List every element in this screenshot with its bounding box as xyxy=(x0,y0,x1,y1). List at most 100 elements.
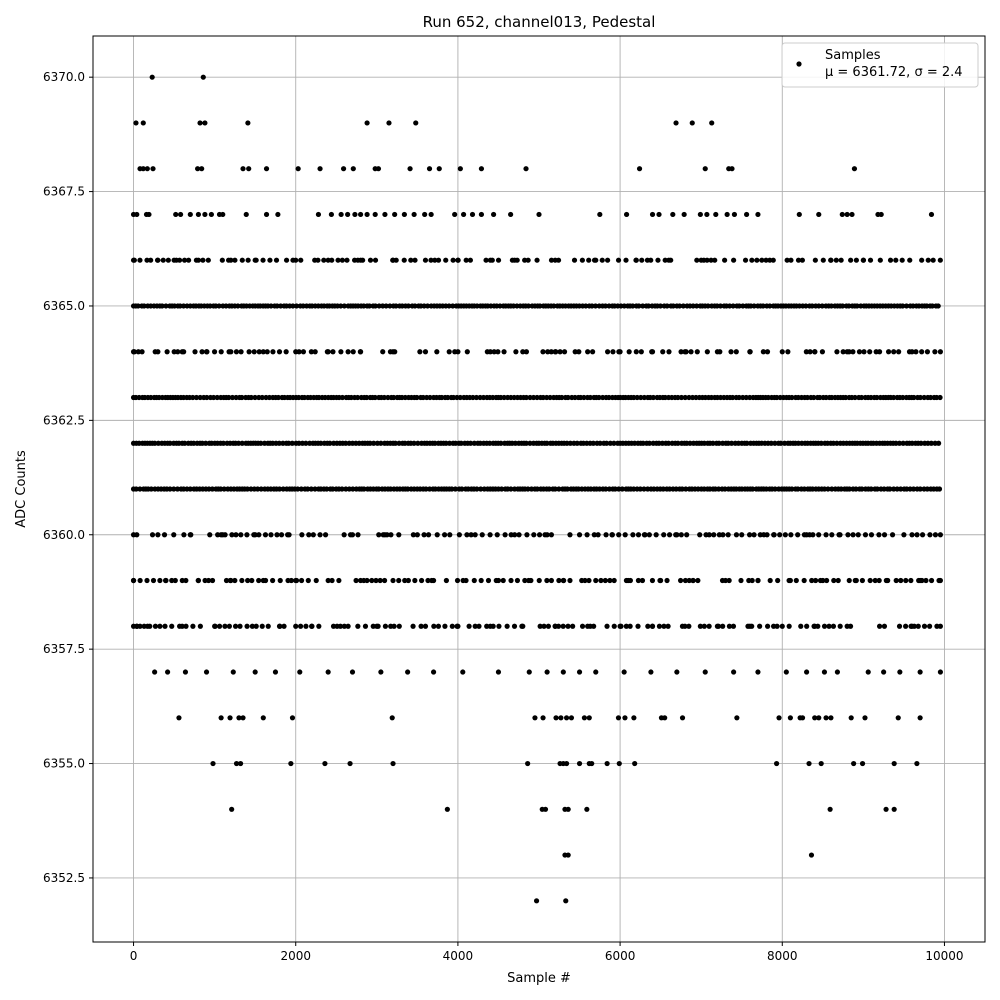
data-point xyxy=(777,532,783,538)
data-point xyxy=(764,349,771,355)
data-point xyxy=(169,623,175,629)
data-point xyxy=(754,257,760,263)
data-point xyxy=(274,532,280,538)
data-point xyxy=(622,532,628,538)
data-point xyxy=(286,440,292,446)
data-point xyxy=(786,623,792,629)
data-point xyxy=(850,532,856,538)
data-point xyxy=(706,623,712,629)
data-point xyxy=(297,669,303,675)
data-point xyxy=(585,349,591,355)
data-point xyxy=(273,257,280,263)
data-point xyxy=(375,623,381,629)
data-point xyxy=(604,760,610,767)
data-point xyxy=(373,577,379,584)
data-point xyxy=(834,349,840,355)
data-point xyxy=(835,577,841,584)
data-point xyxy=(364,394,370,401)
data-point xyxy=(134,623,140,629)
data-point xyxy=(130,577,137,584)
data-point xyxy=(298,486,304,492)
data-point xyxy=(268,532,274,538)
data-point xyxy=(593,669,599,675)
data-point xyxy=(508,211,514,218)
data-point xyxy=(339,257,345,263)
y-tick-label: 6352.5 xyxy=(43,871,85,885)
data-point xyxy=(646,532,652,538)
data-point xyxy=(934,623,940,629)
data-point xyxy=(160,257,166,263)
data-point xyxy=(303,440,309,446)
data-point xyxy=(393,257,399,263)
data-point xyxy=(744,440,750,446)
data-point xyxy=(633,257,639,263)
data-point xyxy=(568,715,575,721)
data-point xyxy=(586,577,592,584)
data-point xyxy=(907,257,913,263)
data-point xyxy=(887,257,894,263)
data-point xyxy=(702,669,708,675)
data-point xyxy=(690,577,696,584)
data-point xyxy=(152,623,159,629)
data-point xyxy=(296,349,302,355)
data-point xyxy=(193,394,200,401)
data-point xyxy=(636,303,642,309)
data-point xyxy=(668,257,674,263)
data-point xyxy=(207,532,213,538)
data-point xyxy=(308,486,314,492)
data-point xyxy=(341,303,347,309)
data-point xyxy=(587,394,593,401)
data-point xyxy=(267,257,273,263)
data-point xyxy=(645,623,651,629)
data-point xyxy=(225,257,232,263)
data-point xyxy=(831,577,837,584)
data-point xyxy=(686,394,692,401)
y-tick-label: 6360.0 xyxy=(43,528,85,542)
data-point xyxy=(856,349,863,355)
data-point xyxy=(200,74,206,80)
data-point xyxy=(883,806,889,812)
data-point xyxy=(743,211,750,218)
data-point xyxy=(369,577,375,584)
data-point xyxy=(570,623,576,629)
data-point xyxy=(560,669,566,675)
data-point xyxy=(865,669,871,675)
data-point xyxy=(366,303,373,309)
data-point xyxy=(881,532,888,538)
data-point xyxy=(937,669,944,675)
data-point xyxy=(345,623,351,629)
data-point xyxy=(548,577,555,584)
data-point xyxy=(263,211,270,218)
data-point xyxy=(516,532,522,538)
data-point xyxy=(891,394,897,401)
data-point xyxy=(675,440,681,446)
data-point xyxy=(218,349,224,355)
data-point xyxy=(467,440,474,446)
data-point xyxy=(555,257,562,263)
data-point xyxy=(447,532,453,538)
data-point xyxy=(460,577,466,584)
data-point xyxy=(827,806,833,812)
data-point xyxy=(720,532,726,538)
data-point xyxy=(635,623,641,629)
data-point xyxy=(557,349,563,355)
data-point xyxy=(388,532,394,538)
data-point xyxy=(635,577,642,584)
data-point xyxy=(183,577,189,584)
data-point xyxy=(165,257,171,263)
data-point xyxy=(239,394,245,401)
data-point xyxy=(795,532,801,538)
data-point xyxy=(739,532,745,538)
data-point xyxy=(245,577,251,584)
data-point xyxy=(673,120,679,126)
data-point xyxy=(703,532,709,538)
data-point xyxy=(821,669,828,675)
data-point xyxy=(157,623,163,629)
data-point xyxy=(514,577,521,584)
data-point xyxy=(452,486,458,492)
data-point xyxy=(454,623,460,629)
data-point xyxy=(460,211,467,218)
data-point xyxy=(544,577,550,584)
data-point xyxy=(430,669,437,675)
